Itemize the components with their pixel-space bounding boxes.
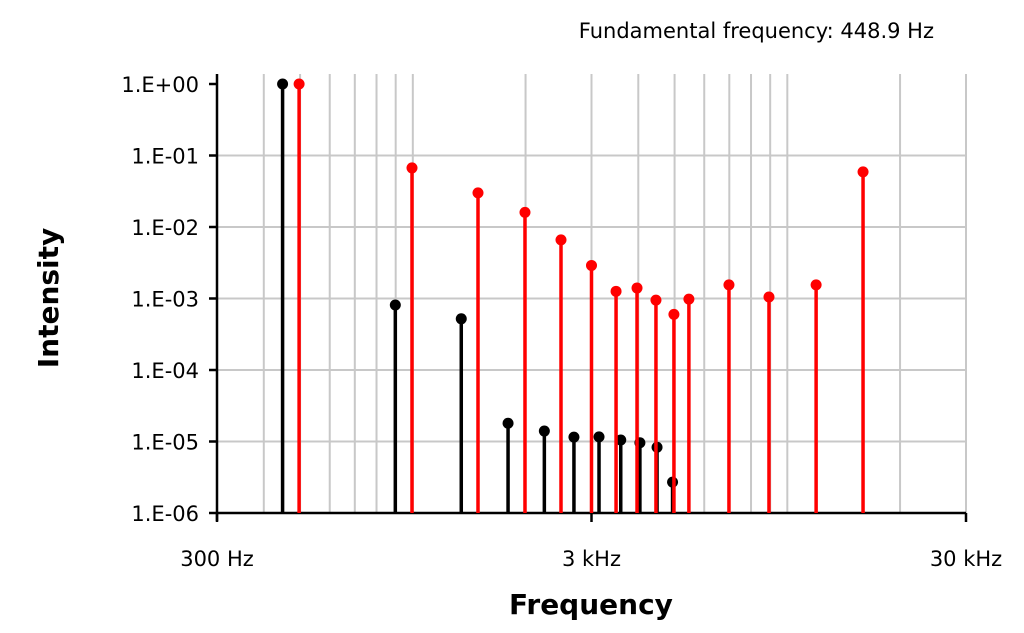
stem-marker-series-1: [472, 187, 484, 199]
stem-marker-series-1: [555, 234, 567, 246]
fundamental-frequency-annotation: Fundamental frequency: 448.9 Hz: [579, 19, 934, 43]
y-tick-label: 1.E-01: [131, 145, 199, 169]
stem-marker-series-1: [857, 166, 869, 178]
stem-marker-series-0: [277, 78, 289, 90]
x-tick-label: 3 kHz: [562, 547, 621, 571]
stem-marker-series-0: [615, 434, 627, 446]
x-axis-label: Frequency: [509, 588, 673, 621]
stem-marker-series-1: [293, 78, 305, 90]
x-tick-label: 300 Hz: [180, 547, 254, 571]
y-tick-label: 1.E-02: [131, 216, 199, 240]
stem-marker-series-1: [631, 282, 643, 294]
stem-marker-series-1: [683, 293, 695, 305]
y-tick-labels: 1.E+00 1.E-01 1.E-02 1.E-03 1.E-04 1.E-05 1.E-…: [121, 73, 199, 526]
stem-marker-series-1: [519, 206, 531, 218]
stem-marker-series-1: [668, 308, 680, 320]
stem-marker-series-1: [810, 279, 822, 291]
x-tick-label: 30 kHz: [930, 547, 1002, 571]
stem-marker-series-1: [406, 162, 418, 174]
x-tick-labels: 300 Hz 3 kHz 30 kHz: [180, 547, 1002, 571]
stem-marker-series-0: [389, 299, 401, 311]
stem-marker-series-1: [723, 279, 735, 291]
y-tick-label: 1.E+00: [121, 73, 199, 97]
y-axis-label: Intensity: [32, 228, 65, 369]
stem-marker-series-1: [586, 259, 597, 271]
y-tick-label: 1.E-03: [131, 288, 199, 312]
stem-marker-series-0: [593, 431, 605, 443]
stem-marker-series-1: [610, 285, 622, 297]
stem-marker-series-0: [455, 313, 467, 325]
y-tick-label: 1.E-06: [131, 502, 199, 526]
stem-marker-series-1: [650, 294, 662, 306]
marks: [277, 78, 869, 513]
y-tick-label: 1.E-04: [131, 359, 199, 383]
stem-marker-series-1: [763, 291, 775, 303]
stem-marker-series-0: [538, 425, 550, 437]
y-tick-label: 1.E-05: [131, 431, 199, 455]
stem-marker-series-0: [568, 431, 580, 443]
stem-marker-series-0: [502, 417, 514, 429]
